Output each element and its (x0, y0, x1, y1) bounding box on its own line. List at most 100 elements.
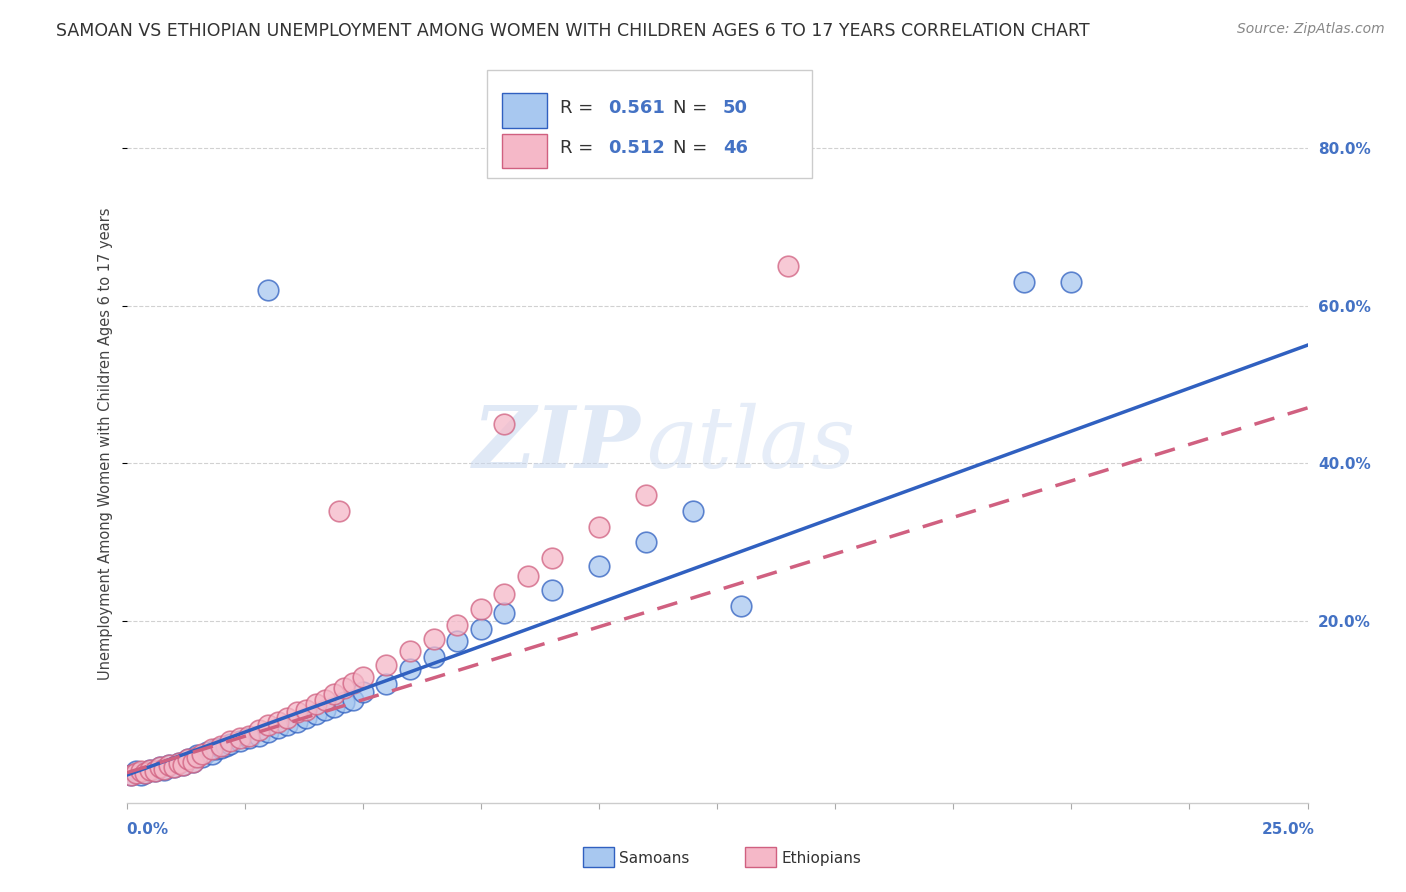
Text: Ethiopians: Ethiopians (782, 852, 862, 866)
Point (352, 685, 374, 699)
Point (323, 687, 346, 701)
Point (167, 756, 190, 771)
Point (172, 758, 194, 772)
Point (129, 764, 152, 779)
Point (229, 731, 252, 745)
Point (247, 729, 270, 743)
Point (375, 657, 398, 672)
Point (219, 737, 242, 751)
Point (304, 697, 326, 711)
Text: 0.512: 0.512 (609, 139, 665, 157)
Point (588, 559, 610, 574)
Point (1012, 275, 1035, 289)
Point (323, 699, 346, 714)
Point (163, 759, 186, 773)
FancyBboxPatch shape (502, 94, 547, 128)
FancyBboxPatch shape (502, 134, 547, 168)
Point (422, 649, 444, 664)
Point (257, 724, 280, 739)
Point (186, 748, 208, 763)
Point (177, 752, 200, 766)
Point (285, 715, 308, 730)
Point (285, 705, 308, 719)
Point (167, 756, 190, 771)
Point (163, 760, 186, 774)
Point (588, 519, 610, 533)
Point (517, 568, 540, 582)
Text: 25.0%: 25.0% (1261, 822, 1315, 837)
Point (314, 693, 336, 707)
Point (446, 618, 468, 632)
Point (153, 762, 176, 776)
Y-axis label: Unemployment Among Women with Children Ages 6 to 17 years: Unemployment Among Women with Children A… (98, 208, 114, 680)
Point (120, 768, 142, 782)
Point (494, 417, 516, 431)
Point (730, 599, 752, 613)
Point (177, 752, 200, 766)
Point (238, 729, 260, 743)
Point (134, 765, 156, 780)
Text: 46: 46 (723, 139, 748, 157)
Point (238, 731, 260, 745)
Text: R =: R = (560, 99, 599, 117)
Point (125, 764, 148, 779)
Text: R =: R = (560, 139, 599, 157)
Point (470, 622, 492, 636)
Point (267, 721, 290, 735)
Point (257, 718, 280, 732)
Point (195, 744, 218, 758)
Point (229, 734, 252, 748)
Point (134, 765, 156, 780)
Point (494, 607, 516, 621)
Text: ZIP: ZIP (472, 402, 640, 485)
Point (200, 742, 222, 756)
Point (636, 535, 658, 549)
Point (295, 703, 318, 717)
Point (333, 695, 356, 709)
Point (186, 750, 208, 764)
Point (295, 710, 318, 724)
Point (470, 602, 492, 616)
Point (139, 763, 162, 777)
Point (172, 758, 194, 772)
Text: 50: 50 (723, 99, 748, 117)
Point (143, 764, 166, 779)
Point (157, 758, 180, 772)
Text: Source: ZipAtlas.com: Source: ZipAtlas.com (1237, 22, 1385, 37)
Point (342, 676, 364, 690)
Point (129, 768, 152, 782)
Point (191, 747, 214, 761)
Point (399, 662, 422, 676)
Text: N =: N = (673, 99, 713, 117)
Point (247, 723, 270, 738)
Point (209, 739, 232, 753)
Point (149, 760, 172, 774)
Point (352, 669, 374, 683)
Point (149, 760, 172, 774)
Point (139, 763, 162, 777)
Point (399, 644, 422, 658)
Point (342, 693, 364, 707)
Point (153, 763, 176, 777)
Point (200, 747, 222, 761)
Point (304, 707, 326, 722)
Text: N =: N = (673, 139, 713, 157)
Point (215, 739, 238, 753)
Point (1060, 275, 1083, 289)
FancyBboxPatch shape (486, 70, 811, 178)
Point (181, 755, 204, 769)
Point (540, 582, 562, 597)
Point (636, 488, 658, 502)
Point (540, 551, 562, 566)
Point (333, 681, 356, 696)
Point (120, 768, 142, 782)
Point (125, 765, 148, 780)
Text: SAMOAN VS ETHIOPIAN UNEMPLOYMENT AMONG WOMEN WITH CHILDREN AGES 6 TO 17 YEARS CO: SAMOAN VS ETHIOPIAN UNEMPLOYMENT AMONG W… (56, 22, 1090, 40)
Point (219, 734, 242, 748)
Point (276, 710, 298, 724)
Point (205, 742, 228, 756)
Point (446, 634, 468, 648)
Point (682, 504, 704, 518)
Text: Samoans: Samoans (619, 852, 689, 866)
Point (375, 677, 398, 691)
